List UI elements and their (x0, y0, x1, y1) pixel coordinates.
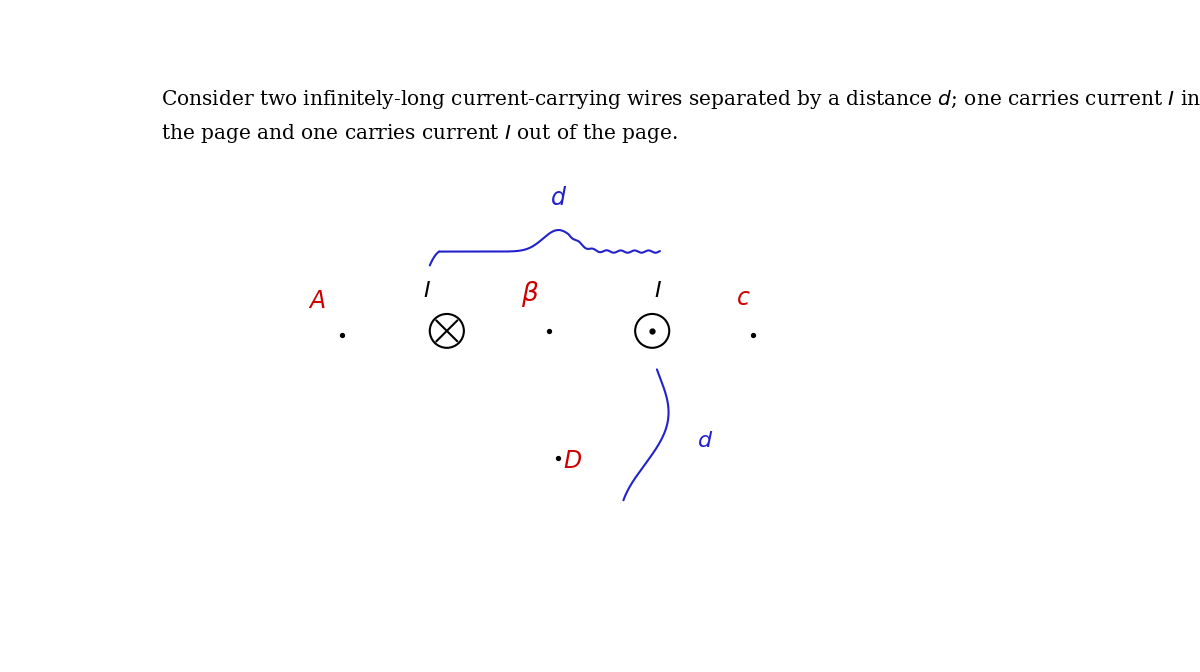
Text: $d$: $d$ (697, 430, 713, 452)
Text: $c$: $c$ (736, 287, 750, 310)
Text: Consider two infinitely-long current-carrying wires separated by a distance $d$;: Consider two infinitely-long current-car… (161, 89, 1200, 145)
Text: $I$: $I$ (654, 280, 661, 302)
Text: $I$: $I$ (424, 280, 432, 302)
Text: $D$: $D$ (563, 450, 582, 473)
Text: $\beta$: $\beta$ (521, 279, 539, 308)
Text: $d$: $d$ (550, 187, 566, 210)
Text: $A$: $A$ (307, 290, 325, 313)
